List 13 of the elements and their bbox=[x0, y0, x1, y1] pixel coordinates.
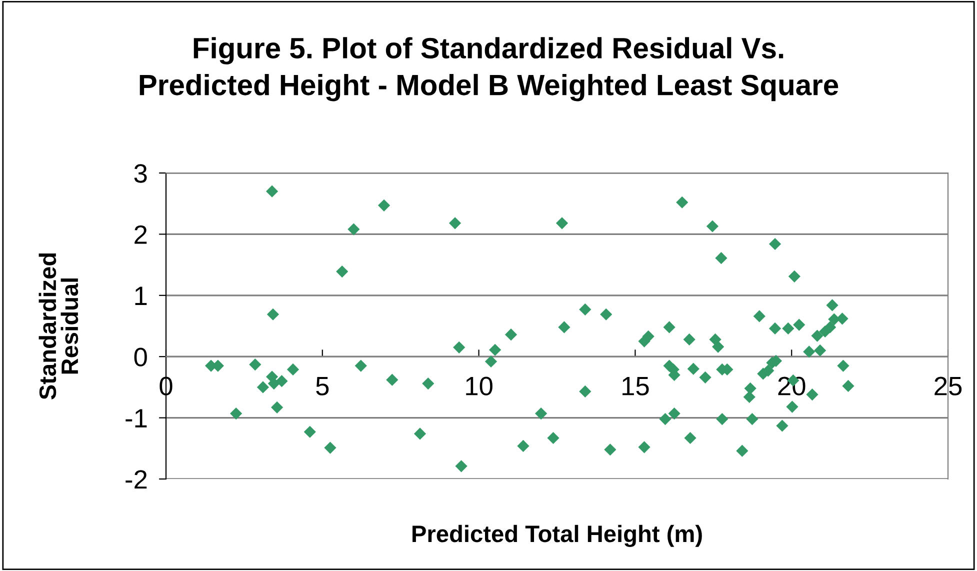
y-tick-label: -2 bbox=[126, 470, 147, 489]
x-tick-label: 25 bbox=[934, 376, 962, 396]
y-tick-label: -1 bbox=[126, 409, 147, 428]
y-tick-label: 1 bbox=[135, 286, 147, 305]
chart-title: Figure 5. Plot of Standardized Residual Vs. Predicted Height - Model B Weighted Least Square bbox=[140, 37, 838, 102]
x-tick-label: 5 bbox=[316, 377, 329, 396]
y-tick-label: 2 bbox=[134, 225, 147, 244]
y-tick-label: 3 bbox=[134, 164, 147, 183]
y-tick-label: 0 bbox=[134, 348, 147, 366]
x-tick-label: 10 bbox=[466, 376, 492, 396]
x-tick-label: 15 bbox=[622, 377, 649, 396]
y-axis-title: Standardized Residual bbox=[38, 253, 78, 400]
x-axis-title: Predicted Total Height (m) bbox=[412, 524, 702, 548]
